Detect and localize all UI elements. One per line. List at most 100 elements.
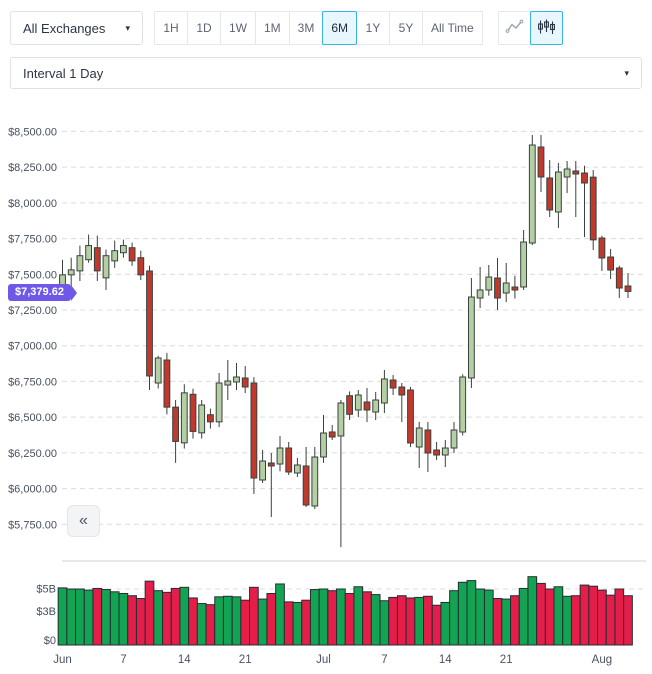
candle[interactable] (172, 406, 179, 442)
line-chart-type-button[interactable] (497, 11, 531, 45)
candle[interactable] (128, 247, 136, 262)
volume-bar[interactable] (501, 598, 512, 646)
volume-bar[interactable] (414, 596, 425, 646)
candle[interactable] (259, 460, 267, 481)
candle[interactable] (563, 168, 571, 178)
volume-bar[interactable] (614, 588, 625, 646)
range-button-1w[interactable]: 1W (220, 11, 256, 45)
volume-bar[interactable] (318, 588, 329, 646)
volume-bar[interactable] (396, 595, 407, 646)
range-button-3m[interactable]: 3M (288, 11, 324, 45)
volume-bar[interactable] (257, 598, 268, 646)
volume-bar[interactable] (231, 596, 242, 646)
volume-bar[interactable] (483, 589, 494, 646)
candle[interactable] (93, 247, 101, 272)
volume-bar[interactable] (353, 586, 364, 646)
candle[interactable] (328, 431, 336, 438)
volume-bar[interactable] (283, 601, 294, 646)
candle[interactable] (302, 465, 310, 506)
candle[interactable] (233, 376, 240, 383)
candle[interactable] (450, 429, 458, 449)
candle[interactable] (607, 256, 615, 271)
volume-bar[interactable] (205, 604, 216, 646)
candle[interactable] (241, 377, 249, 388)
volume-bar[interactable] (362, 591, 372, 646)
candle[interactable] (85, 245, 92, 261)
candle[interactable] (189, 393, 197, 432)
candle[interactable] (502, 282, 510, 294)
volume-bar[interactable] (518, 587, 529, 646)
volume-bar[interactable] (466, 580, 477, 646)
candle[interactable] (494, 277, 501, 299)
volume-bar[interactable] (222, 595, 233, 646)
candle[interactable] (311, 456, 319, 507)
candle[interactable] (537, 146, 545, 178)
volume-bar[interactable] (623, 595, 633, 646)
candle[interactable] (485, 276, 493, 291)
candle[interactable] (294, 464, 301, 474)
volume-bar[interactable] (240, 599, 251, 646)
candle[interactable] (137, 257, 145, 276)
volume-bar[interactable] (292, 601, 303, 646)
volume-bar[interactable] (301, 599, 311, 646)
candle[interactable] (154, 357, 162, 384)
volume-bar[interactable] (544, 588, 555, 646)
candle[interactable] (180, 392, 188, 444)
volume-bar[interactable] (440, 601, 451, 646)
volume-bar[interactable] (579, 584, 590, 646)
volume-bar[interactable] (249, 586, 259, 646)
volume-bar[interactable] (188, 597, 198, 646)
volume-bar[interactable] (475, 588, 485, 646)
volume-bar[interactable] (179, 586, 190, 646)
candle[interactable] (337, 402, 345, 437)
volume-bar[interactable] (170, 587, 181, 646)
volume-bar[interactable] (405, 597, 416, 646)
candle[interactable] (354, 394, 362, 411)
candle[interactable] (459, 376, 467, 433)
collapse-panel-button[interactable]: « (67, 505, 100, 537)
candle[interactable] (598, 237, 606, 259)
candle[interactable] (102, 255, 110, 279)
volume-bar[interactable] (101, 589, 111, 646)
exchange-selector[interactable]: All Exchanges ▾ (10, 11, 143, 45)
volume-bar[interactable] (492, 598, 503, 646)
candle[interactable] (441, 447, 449, 456)
volume-bar[interactable] (344, 592, 355, 646)
volume-bar[interactable] (570, 595, 581, 646)
volume-bar[interactable] (370, 594, 381, 646)
candle[interactable] (120, 245, 127, 254)
range-button-1h[interactable]: 1H (154, 11, 188, 45)
candle[interactable] (433, 449, 441, 456)
candle[interactable] (528, 144, 536, 244)
volume-bar[interactable] (92, 587, 103, 646)
volume-bar[interactable] (562, 595, 572, 646)
candle[interactable] (511, 286, 519, 291)
candlestick-chart-type-button[interactable] (529, 11, 563, 45)
candle[interactable] (615, 267, 623, 289)
candle[interactable] (276, 447, 284, 465)
volume-bar[interactable] (135, 598, 146, 646)
volume-bar[interactable] (127, 595, 137, 646)
volume-bar[interactable] (588, 585, 599, 646)
candle[interactable] (589, 176, 597, 241)
volume-bar[interactable] (597, 589, 607, 646)
volume-bar[interactable] (118, 592, 129, 646)
candle[interactable] (381, 378, 388, 404)
volume-bar[interactable] (336, 588, 346, 646)
range-button-6m[interactable]: 6M (322, 11, 358, 45)
volume-bar[interactable] (83, 589, 94, 646)
range-button-1d[interactable]: 1D (187, 11, 221, 45)
volume-bar[interactable] (75, 588, 85, 646)
candle[interactable] (415, 427, 423, 448)
candle[interactable] (76, 255, 84, 272)
range-button-1m[interactable]: 1M (255, 11, 290, 45)
candle[interactable] (424, 429, 432, 454)
candle[interactable] (476, 289, 484, 299)
candle[interactable] (163, 359, 171, 408)
candle[interactable] (398, 386, 406, 396)
volume-bar[interactable] (457, 581, 468, 646)
candle[interactable] (372, 399, 380, 413)
candle[interactable] (389, 379, 397, 389)
volume-bar[interactable] (309, 589, 320, 646)
volume-bar[interactable] (214, 596, 224, 646)
